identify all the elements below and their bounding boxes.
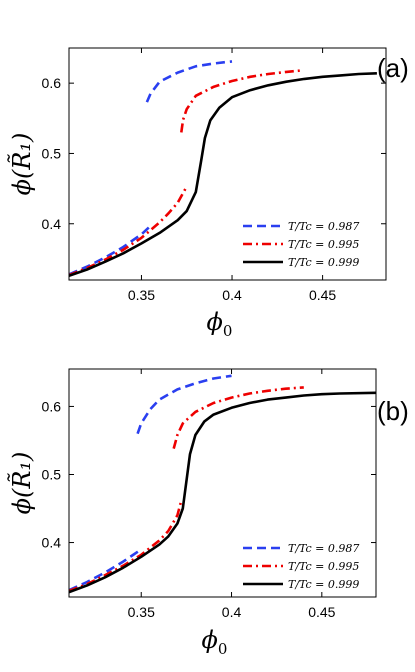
x-tick-label: 0.35 [128, 604, 155, 620]
axes-frame [68, 368, 377, 598]
legend-entry-3: T/Tc = 0.999 [288, 578, 359, 591]
legend: T/Tc = 0.987 T/Tc = 0.995 T/Tc = 0.999 [243, 220, 359, 269]
y-tick-label: 0.6 [42, 398, 62, 414]
y-tick-label: 0.6 [42, 75, 62, 91]
y-axis-label: ϕ(R̃₁) [8, 133, 36, 196]
series-line-2-segment-1 [69, 185, 188, 277]
chart-panel-2: 0.35 0.4 0.45 0.4 0.5 0.6 ϕ0 ϕ(R̃₁) (b) T/Tc = 0.… [8, 368, 409, 658]
series-line-2-segment-2 [172, 386, 304, 449]
panel-label: (a) [377, 53, 409, 83]
series-line-1-segment-1 [69, 224, 152, 276]
x-tick-label: 0.45 [309, 287, 336, 303]
y-tick-label: 0.5 [42, 466, 62, 482]
legend-entry-2: T/Tc = 0.995 [288, 238, 359, 251]
series-line-1-segment-2 [136, 374, 232, 435]
legend: T/Tc = 0.987 T/Tc = 0.995 T/Tc = 0.999 [243, 542, 359, 591]
series-line-3-segment-1 [69, 72, 377, 278]
legend-entry-1: T/Tc = 0.987 [288, 220, 359, 233]
x-tick-label: 0.35 [128, 287, 155, 303]
chart-panel-1: 0.35 0.4 0.45 0.4 0.5 0.6 ϕ0 ϕ(R̃₁) (a) T/Tc = 0.… [8, 47, 409, 340]
legend-entry-1: T/Tc = 0.987 [288, 542, 359, 555]
x-tick-label: 0.45 [308, 604, 335, 620]
x-axis-label: ϕ0 [202, 626, 228, 658]
series-line-3-segment-1 [69, 391, 376, 594]
y-tick-label: 0.4 [42, 535, 62, 551]
y-axis-label: ϕ(R̃₁) [8, 452, 36, 515]
series-line-2-segment-2 [180, 69, 302, 133]
series-line-1-segment-2 [145, 60, 233, 103]
x-axis-label: ϕ0 [207, 308, 233, 340]
y-tick-label: 0.4 [42, 216, 62, 232]
panel-label: (b) [377, 396, 409, 426]
series-group [69, 374, 376, 594]
legend-entry-3: T/Tc = 0.999 [288, 256, 359, 269]
series-group [69, 60, 377, 278]
series-line-2-segment-1 [69, 501, 183, 593]
x-tick-label: 0.4 [222, 604, 242, 620]
x-tick-label: 0.4 [222, 287, 242, 303]
y-tick-label: 0.5 [42, 145, 62, 161]
legend-entry-2: T/Tc = 0.995 [288, 560, 359, 573]
series-line-1-segment-1 [69, 548, 142, 592]
axes-frame [68, 47, 387, 281]
